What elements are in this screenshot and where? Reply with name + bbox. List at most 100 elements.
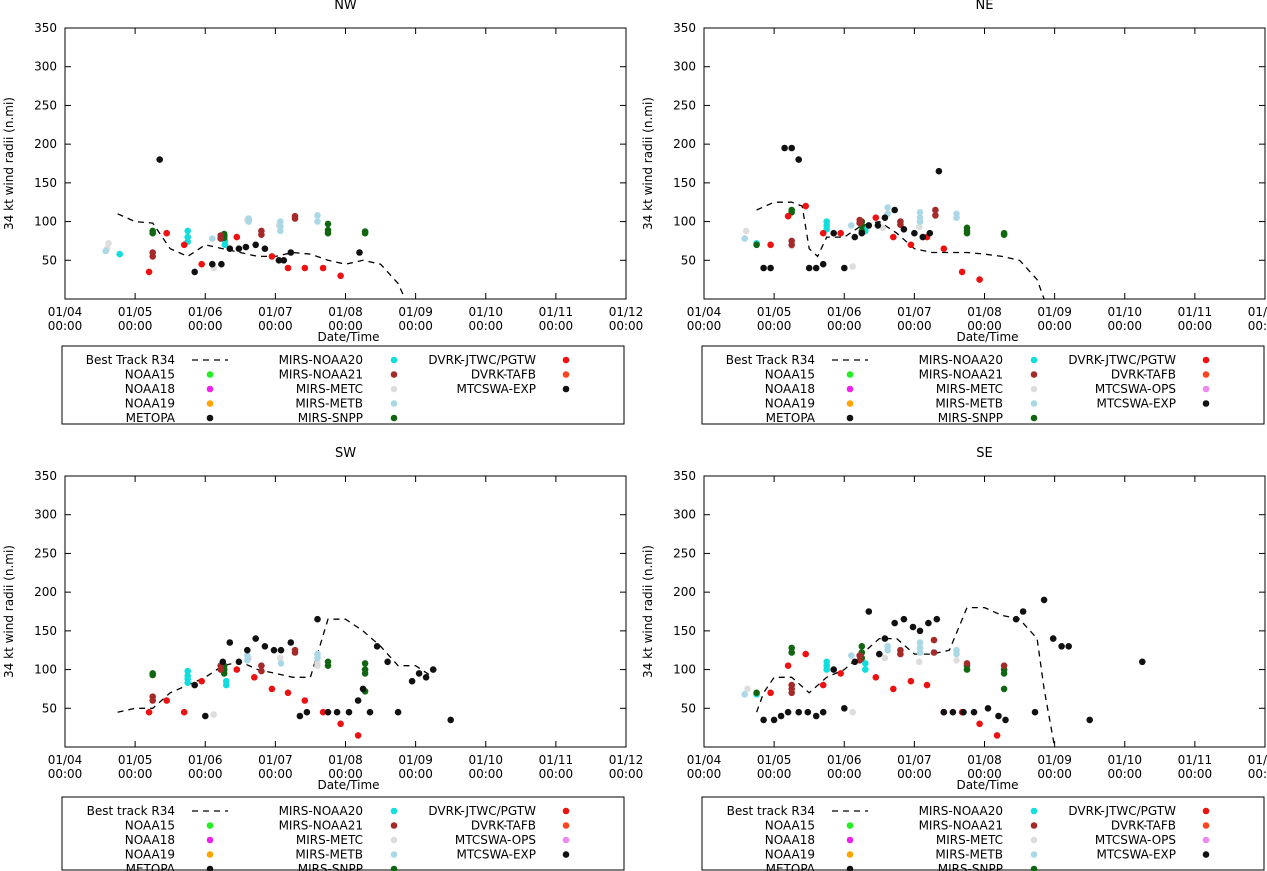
chart-title: NW [334, 0, 357, 13]
legend-item: NOAA15 [125, 368, 214, 382]
data-point [958, 268, 966, 276]
legend-dot-marker [1030, 836, 1038, 844]
legend-dot-marker [206, 822, 214, 829]
x-tick-label: 01/04 [687, 753, 722, 767]
data-point [916, 218, 924, 225]
legend-frame [701, 345, 1265, 425]
x-tick-label: 00:00 [1037, 319, 1072, 333]
data-point [356, 249, 363, 256]
legend-dot-marker [1030, 807, 1038, 815]
data-point [217, 666, 224, 673]
legend-item: DVRK-TAFB [471, 819, 570, 833]
data-point [784, 212, 792, 220]
plot-area [741, 144, 1045, 299]
legend-item: METOPA [766, 862, 854, 871]
legend-item: NOAA18 [765, 833, 854, 847]
data-point [116, 250, 123, 258]
data-point [976, 276, 983, 283]
data-point [184, 667, 191, 675]
x-axis-label: Date/Time [317, 330, 379, 344]
data-point [277, 646, 285, 654]
data-point [742, 227, 750, 235]
data-point [1000, 670, 1008, 677]
best-track-line [756, 201, 1045, 299]
data-point [984, 705, 992, 712]
data-point [163, 229, 170, 237]
legend-item: NOAA18 [125, 382, 214, 396]
legend-dot-marker [1202, 371, 1210, 378]
legend-item: METOPA [126, 862, 214, 871]
legend-label: NOAA15 [765, 819, 815, 833]
data-point [837, 670, 844, 677]
data-point [770, 716, 778, 724]
legend-dot-marker [562, 822, 570, 829]
y-axis-label: 34 kt wind radii (n.mi) [641, 545, 655, 678]
data-point [907, 677, 915, 685]
legend-item: DVRK-JTWC/PGTW [428, 353, 570, 367]
x-tick-label: 00:00 [1107, 767, 1142, 781]
legend-dot-marker [206, 865, 214, 871]
y-tick-label: 200 [34, 137, 57, 151]
legend-item: DVRK-JTWC/PGTW [428, 804, 570, 818]
legend-label: MIRS-SNPP [298, 411, 363, 425]
legend-dot-marker [390, 371, 398, 378]
data-point [314, 212, 321, 219]
legend-dot-marker [390, 851, 398, 858]
y-tick-label: 350 [34, 21, 57, 35]
x-tick-label: 00:00 [258, 767, 293, 781]
data-point [324, 220, 332, 228]
x-tick-label: 01/06 [188, 753, 223, 767]
x-tick-label: 01/08 [967, 753, 1002, 767]
data-point [233, 666, 241, 673]
legend-label: Best Track R34 [86, 353, 175, 367]
data-point [163, 697, 170, 704]
legend-label: METOPA [126, 411, 176, 425]
data-point [849, 263, 856, 270]
data-point [252, 635, 259, 642]
data-point [314, 654, 321, 662]
legend-label: DVRK-TAFB [1111, 819, 1176, 833]
data-point [900, 615, 908, 623]
legend-dot-marker [846, 385, 854, 393]
data-point [361, 670, 369, 677]
legend-label: MIRS-METC [296, 382, 363, 396]
data-point [890, 685, 897, 693]
data-point [235, 245, 243, 252]
legend-dot-marker [562, 371, 570, 378]
series-mirs-metb [741, 639, 960, 698]
x-tick-label: 01/10 [1107, 753, 1142, 767]
legend-label: NOAA19 [125, 397, 175, 411]
legend-dot-marker [562, 385, 570, 393]
y-tick-label: 250 [673, 98, 696, 112]
chart-panel-ne: NE5010015020025030035001/0400:0001/0500:… [641, 0, 1267, 425]
legend-label: MTCSWA-EXP [457, 848, 537, 862]
x-tick-label: 01/11 [1178, 305, 1213, 319]
data-point [275, 257, 283, 264]
data-point [291, 215, 299, 222]
chart-title: SW [335, 446, 356, 461]
y-tick-label: 350 [673, 469, 696, 483]
legend-label: MIRS-METC [296, 833, 363, 847]
data-point [830, 666, 837, 673]
data-point [970, 708, 978, 716]
legend-dot-marker [390, 356, 398, 364]
data-point [841, 264, 848, 272]
y-tick-label: 150 [34, 176, 57, 190]
legend-item: MIRS-METB [295, 848, 398, 862]
data-point [953, 650, 960, 658]
x-axis-label: Date/Time [956, 330, 1018, 344]
legend-item: MIRS-METC [296, 833, 398, 847]
data-point [284, 264, 292, 272]
y-tick-label: 50 [681, 701, 696, 715]
data-point [291, 649, 299, 656]
data-point [149, 229, 156, 237]
legend-dot-marker [846, 371, 854, 378]
x-tick-label: 00:00 [258, 319, 293, 333]
series-mirs-noaa21 [788, 206, 939, 249]
legend-dot-marker [1030, 400, 1038, 407]
legend-label: NOAA18 [125, 382, 175, 396]
data-point [953, 657, 960, 664]
legend-dot-marker [562, 356, 570, 364]
